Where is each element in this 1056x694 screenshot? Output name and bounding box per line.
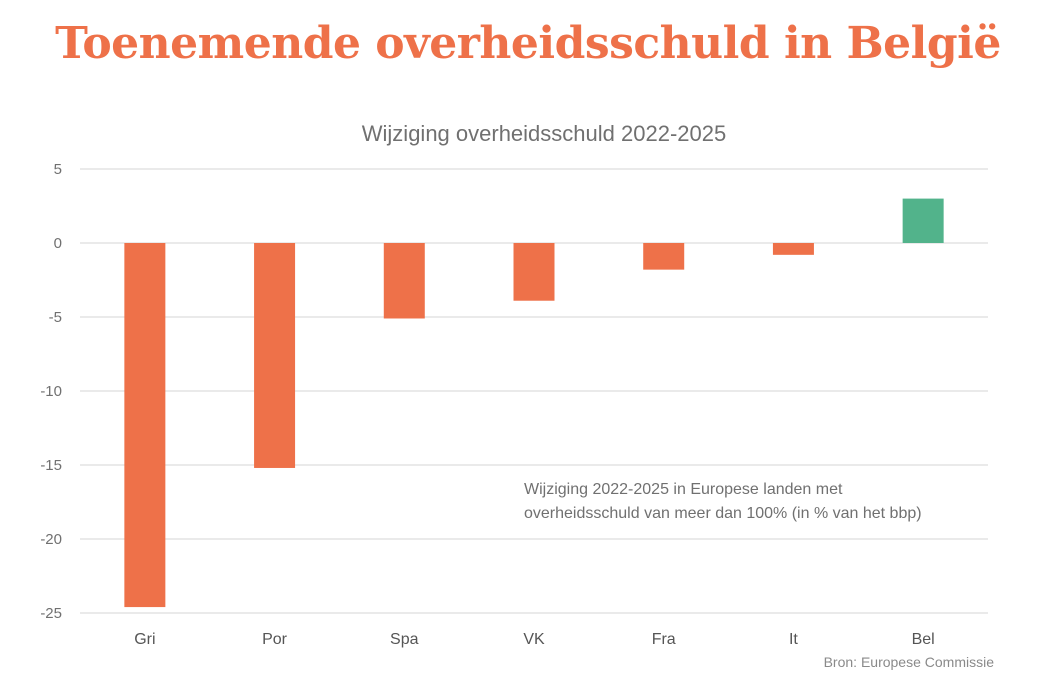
y-tick-label: 5 (54, 161, 62, 178)
bar-fra (643, 243, 685, 270)
bar-vk (513, 243, 555, 301)
y-tick-label: 0 (54, 235, 62, 252)
y-tick-label: -20 (40, 531, 62, 548)
source-note: Bron: Europese Commissie (823, 654, 994, 670)
x-tick-label: It (789, 631, 798, 648)
chart-annotation: overheidsschuld van meer dan 100% (in % … (524, 505, 922, 522)
bar-spa (383, 243, 425, 319)
y-tick-label: -25 (40, 605, 62, 622)
x-tick-label: VK (523, 631, 545, 648)
x-tick-label: Fra (652, 631, 676, 648)
x-tick-label: Gri (134, 631, 155, 648)
x-tick-label: Spa (390, 631, 419, 648)
x-tick-label: Bel (912, 631, 935, 648)
y-tick-label: -5 (49, 309, 62, 326)
chart-annotation: Wijziging 2022-2025 in Europese landen m… (524, 481, 843, 498)
y-tick-label: -10 (40, 383, 62, 400)
bar-bel (902, 198, 944, 243)
bar-gri (124, 243, 166, 608)
bar-it (772, 243, 814, 255)
chart-title: Wijziging overheidsschuld 2022-2025 (362, 121, 726, 146)
y-tick-label: -15 (40, 457, 62, 474)
bar-por (254, 243, 296, 468)
x-tick-label: Por (262, 631, 288, 648)
page-title: Toenemende overheidsschuld in België (55, 18, 1001, 69)
